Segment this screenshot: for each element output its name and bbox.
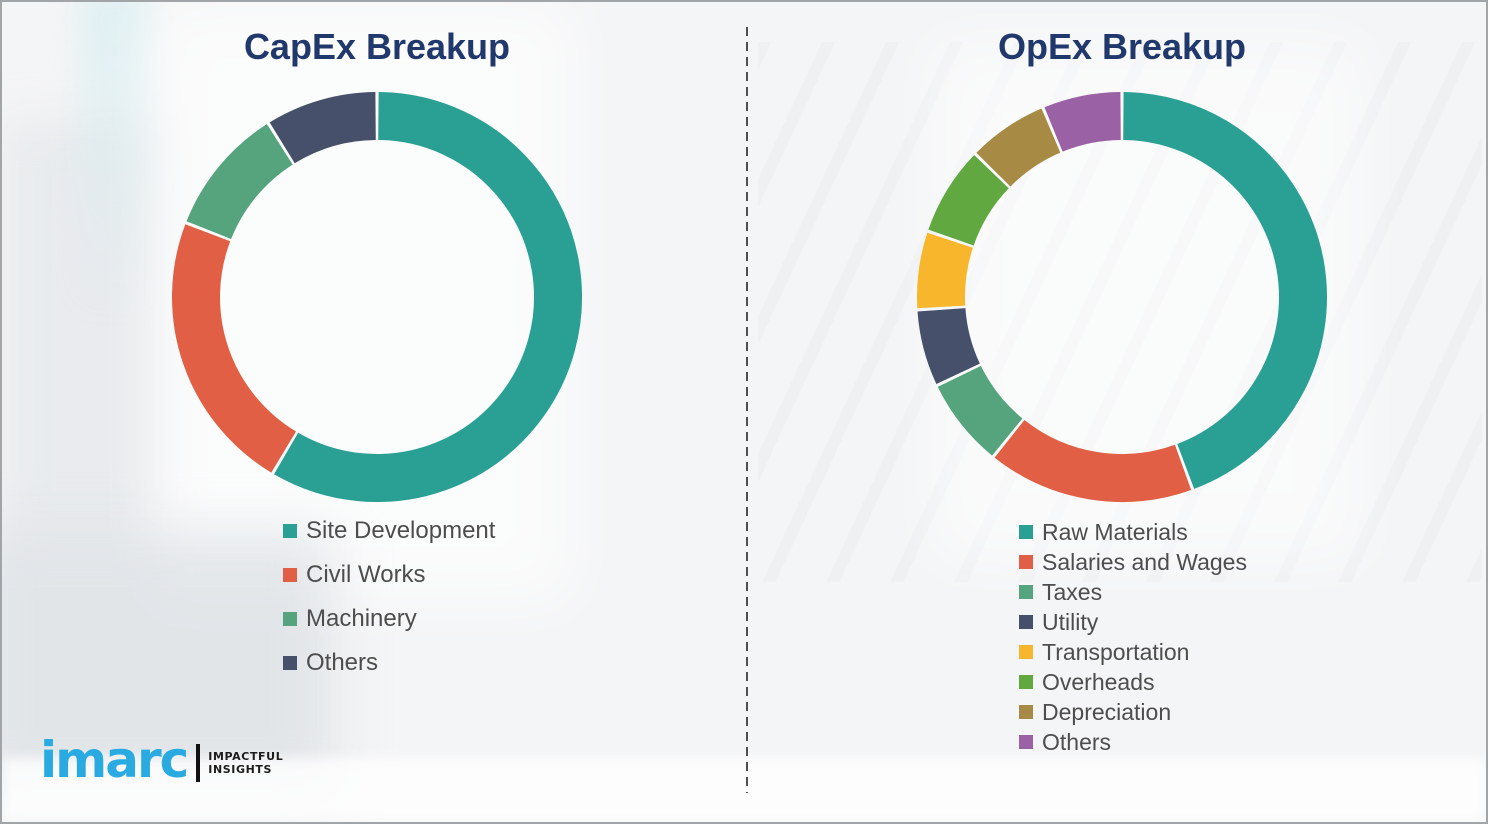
legend-item-utility: Utility [1019, 607, 1247, 637]
legend-label-depreciation: Depreciation [1042, 698, 1172, 725]
background-patch [2, 122, 162, 542]
donut-segment-depreciation [976, 108, 1061, 187]
donut-segment-site-development [274, 92, 582, 502]
donut-segment-others [269, 92, 377, 164]
logo-divider-bar [196, 744, 201, 782]
opex-legend: Raw Materials Salaries and Wages Taxes Util… [1019, 517, 1247, 757]
opex-chart-title: OpEx Breakup [997, 26, 1247, 67]
legend-label-overheads: Overheads [1042, 668, 1155, 695]
legend-label-others: Others [1042, 728, 1112, 755]
imarc-logo: imarc IMPACTFUL INSIGHTS [40, 735, 283, 785]
imarc-wordmark: imarc [40, 731, 189, 789]
legend-item-overheads: Overheads [1019, 667, 1247, 697]
background-streak [80, 2, 150, 312]
legend-item-others: Others [283, 641, 495, 685]
legend-item-others: Others [1019, 727, 1247, 757]
legend-label-taxes: Taxes [1042, 578, 1103, 605]
legend-label-transportation: Transportation [1042, 638, 1190, 665]
donut-segment-utility [917, 307, 981, 384]
legend-item-civil-works: Civil Works [283, 553, 495, 597]
donut-segment-civil-works [172, 224, 297, 473]
legend-marker-transportation [1019, 645, 1033, 659]
legend-label-utility: Utility [1042, 608, 1099, 635]
donut-segment-transportation [917, 232, 974, 309]
legend-item-depreciation: Depreciation [1019, 697, 1247, 727]
vertical-dashed-divider [746, 27, 748, 793]
legend-marker-salaries-and-wages [1019, 555, 1033, 569]
legend-item-raw-materials: Raw Materials [1019, 517, 1247, 547]
donut-segment-others [1044, 92, 1122, 152]
imarc-tagline-line1: IMPACTFUL [208, 750, 284, 763]
capex-chart-title: CapEx Breakup [243, 26, 511, 67]
imarc-tagline-line2: INSIGHTS [208, 763, 273, 776]
donut-segment-taxes [937, 365, 1023, 456]
legend-marker-others [1019, 735, 1033, 749]
legend-marker-site-development [283, 524, 297, 538]
legend-label-site-development: Site Development [306, 517, 496, 544]
legend-label-others: Others [306, 649, 379, 676]
legend-item-site-development: Site Development [283, 509, 495, 553]
donut-segment-raw-materials [1122, 92, 1327, 489]
legend-item-taxes: Taxes [1019, 577, 1247, 607]
legend-label-machinery: Machinery [306, 605, 417, 632]
capex-legend: Site Development Civil Works Machinery Othe… [283, 509, 495, 685]
donut-segment-overheads [928, 155, 1010, 247]
opex-donut-chart [917, 92, 1327, 502]
legend-marker-depreciation [1019, 705, 1033, 719]
legend-marker-overheads [1019, 675, 1033, 689]
legend-label-salaries-and-wages: Salaries and Wages [1042, 548, 1247, 575]
legend-label-civil-works: Civil Works [306, 561, 426, 588]
legend-marker-others [283, 656, 297, 670]
donut-segment-machinery [186, 124, 294, 240]
legend-item-transportation: Transportation [1019, 637, 1247, 667]
legend-marker-taxes [1019, 585, 1033, 599]
legend-item-machinery: Machinery [283, 597, 495, 641]
legend-marker-civil-works [283, 568, 297, 582]
capex-donut-chart [172, 92, 582, 502]
legend-marker-utility [1019, 615, 1033, 629]
donut-segment-salaries-and-wages [994, 419, 1192, 502]
legend-marker-machinery [283, 612, 297, 626]
legend-label-raw-materials: Raw Materials [1042, 518, 1188, 545]
legend-marker-raw-materials [1019, 525, 1033, 539]
imarc-tagline: IMPACTFUL INSIGHTS [208, 750, 283, 776]
legend-item-salaries-and-wages: Salaries and Wages [1019, 547, 1247, 577]
